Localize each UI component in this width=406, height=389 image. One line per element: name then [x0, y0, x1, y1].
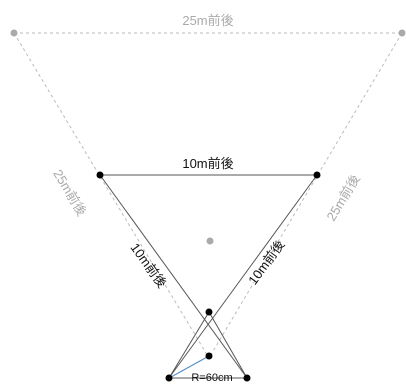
small-vertex-left: [165, 374, 173, 382]
inner-right-edge: [168, 174, 318, 379]
inner-left-edge: [99, 174, 248, 379]
small-vertex-right: [243, 374, 251, 382]
outer-triangle: [10, 29, 406, 359]
outer-left-label: 25m前後: [50, 167, 89, 219]
outer-top-label: 25m前後: [182, 13, 233, 28]
small-vertex-top: [205, 308, 213, 316]
radius-label: R=60cm: [191, 372, 232, 384]
small-triangle: [165, 308, 251, 382]
inner-top-label: 10m前後: [182, 156, 233, 171]
small-left-edge: [168, 311, 210, 379]
small-center-dot: [205, 352, 213, 360]
inner-left-label: 10m前後: [127, 240, 169, 290]
outer-right-label: 25m前後: [324, 172, 363, 224]
radius-line: [170, 355, 210, 378]
small-right-edge: [208, 311, 248, 379]
inner-vertex-right: [313, 171, 321, 179]
outer-left-edge: [13, 32, 210, 359]
inner-triangle: [96, 171, 321, 379]
outer-right-edge: [208, 32, 403, 359]
outer-vertex-left: [10, 29, 18, 37]
inner-vertex-left: [96, 171, 104, 179]
outer-vertex-right: [398, 29, 406, 37]
center-dot: [206, 237, 214, 245]
